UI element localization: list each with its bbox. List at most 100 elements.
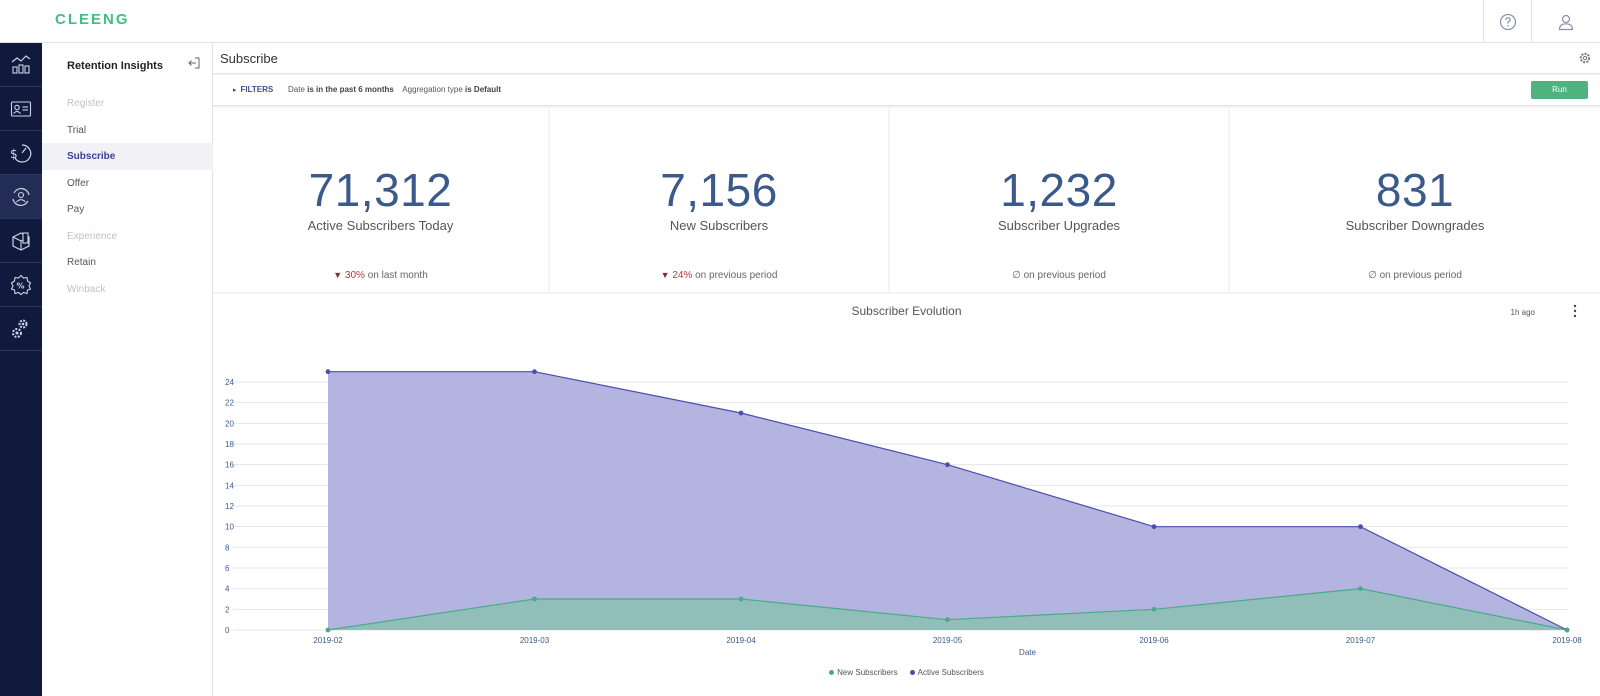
filter-agg-label: Aggregation type — [402, 85, 463, 94]
page-title: Subscribe — [220, 51, 278, 66]
kpi-comparison: ∅ on previous period — [890, 270, 1228, 281]
kpi-comparison: ▼ 24% on previous period — [550, 270, 888, 281]
page-settings-button[interactable] — [1578, 51, 1592, 65]
chart-title: Subscriber Evolution — [851, 304, 962, 318]
trend-down-icon: ▼ — [660, 270, 670, 280]
kpi-change-suffix: on last month — [367, 270, 428, 281]
legend-label: Active Subscribers — [917, 668, 984, 677]
data-point[interactable] — [532, 596, 537, 602]
icon-rail: $ % — [0, 43, 42, 696]
chart-menu-button[interactable] — [1572, 304, 1578, 318]
kpi-comparison: ▼ 30% on last month — [213, 270, 548, 281]
sidebar-item-register: Register — [67, 98, 105, 109]
sidebar-item-subscribe[interactable]: Subscribe — [42, 143, 213, 170]
kpi-change: ∅ — [1368, 270, 1377, 281]
kpi-label: Subscriber Downgrades — [1345, 218, 1485, 233]
user-icon — [1558, 14, 1574, 30]
kpi-label: New Subscribers — [669, 218, 769, 233]
rail-customers[interactable] — [0, 87, 42, 131]
x-tick-label: 2019-07 — [1346, 636, 1376, 645]
subscriber-evolution-chart: 0 2 4 6 8 10 12 14 16 18 20 22 24 2019-02 2019-03 2019-… — [213, 294, 1600, 696]
rail-retention[interactable] — [0, 175, 42, 219]
main-content: Subscribe ▸ FILTERS Date is in the past 6… — [213, 43, 1600, 696]
sidebar-item-experience: Experience — [67, 230, 118, 242]
legend-swatch — [909, 670, 915, 676]
x-tick-label: 2019-04 — [726, 636, 756, 645]
sidebar-item-winback: Winback — [67, 283, 106, 295]
kpi-value: 7,156 — [660, 164, 778, 216]
legend-item[interactable]: New Subscribers — [829, 668, 898, 677]
filters-summary: Date is in the past 6 months Aggregation… — [288, 85, 501, 94]
data-point[interactable] — [1358, 586, 1363, 592]
data-point[interactable] — [738, 410, 744, 416]
kpi-label: Active Subscribers Today — [307, 218, 454, 233]
svg-text:$: $ — [10, 147, 18, 161]
run-button[interactable]: Run — [1531, 81, 1588, 99]
sidebar-item-offer[interactable]: Offer — [67, 177, 90, 189]
revenue-gauge-icon: $ — [10, 143, 32, 163]
data-point[interactable] — [945, 617, 950, 623]
chart-updated-time: 1h ago — [1510, 308, 1535, 317]
chart-legend: New Subscribers Active Subscribers — [213, 668, 1600, 677]
analytics-icon — [11, 54, 31, 74]
cleeng-logo[interactable]: CLEENG — [55, 11, 130, 28]
filter-agg-value: is Default — [465, 85, 502, 94]
kpi-label: Subscriber Upgrades — [997, 218, 1121, 233]
y-tick-label: 6 — [225, 564, 230, 573]
y-tick-label: 4 — [225, 585, 230, 594]
data-point[interactable] — [1564, 627, 1570, 633]
y-tick-label: 8 — [225, 543, 230, 552]
y-tick-label: 24 — [225, 378, 234, 387]
data-point[interactable] — [1151, 606, 1157, 612]
kpi-value: 71,312 — [308, 164, 453, 216]
filters-toggle[interactable]: ▸ FILTERS — [233, 85, 273, 94]
page-header: Subscribe — [213, 43, 1600, 74]
rail-settings[interactable] — [0, 307, 42, 351]
kpi-change: 30% — [344, 270, 365, 281]
rail-products[interactable] — [0, 219, 42, 263]
discount-badge-icon: % — [10, 274, 32, 295]
x-tick-label: 2019-02 — [313, 636, 343, 645]
y-tick-label: 14 — [225, 481, 234, 490]
data-point[interactable] — [945, 462, 950, 468]
x-axis-label: Date — [1019, 648, 1036, 657]
kpi-card: 831 Subscriber Downgrades ∅ on previous pe… — [1230, 108, 1600, 292]
sidebar-item-trial[interactable]: Trial — [67, 124, 87, 136]
filters-label: FILTERS — [240, 85, 274, 94]
svg-text:%: % — [17, 281, 25, 290]
area-active-subscribers — [328, 371, 1567, 630]
data-point[interactable] — [325, 627, 331, 633]
x-tick-label: 2019-05 — [933, 636, 963, 645]
filter-date-label: Date — [288, 85, 305, 94]
caret-right-icon: ▸ — [233, 87, 237, 94]
y-tick-label: 12 — [225, 502, 234, 511]
kpi-card: 71,312 Active Subscribers Today ▼ 30% on l… — [213, 108, 548, 292]
sidebar-item-retain[interactable]: Retain — [67, 257, 96, 268]
data-point[interactable] — [1358, 524, 1363, 530]
product-box-icon — [12, 231, 30, 251]
kpi-change: 24% — [672, 270, 693, 281]
y-tick-label: 18 — [225, 440, 234, 449]
y-tick-label: 2 — [225, 605, 230, 614]
more-vertical-icon — [1573, 304, 1577, 318]
data-point[interactable] — [738, 596, 744, 602]
data-point[interactable] — [1151, 524, 1157, 530]
data-point[interactable] — [532, 369, 537, 375]
sidebar-title: Retention Insights — [67, 60, 163, 72]
legend-swatch — [829, 670, 835, 676]
legend-item[interactable]: Active Subscribers — [909, 668, 984, 677]
sidebar-collapse-button[interactable] — [187, 56, 203, 72]
sidebar-item-pay[interactable]: Pay — [67, 204, 85, 215]
kpi-value: 1,232 — [1000, 164, 1118, 216]
user-menu-button[interactable] — [1531, 0, 1600, 43]
x-tick-label: 2019-08 — [1552, 636, 1582, 645]
rail-revenue[interactable]: $ — [0, 131, 42, 175]
rail-analytics[interactable] — [0, 43, 42, 87]
kpi-change-suffix: on previous period — [695, 270, 778, 281]
kpi-change-suffix: on previous period — [1023, 270, 1106, 281]
help-button[interactable] — [1483, 0, 1531, 43]
rail-discounts[interactable]: % — [0, 263, 42, 307]
y-tick-label: 22 — [225, 399, 234, 408]
data-point[interactable] — [325, 369, 331, 375]
